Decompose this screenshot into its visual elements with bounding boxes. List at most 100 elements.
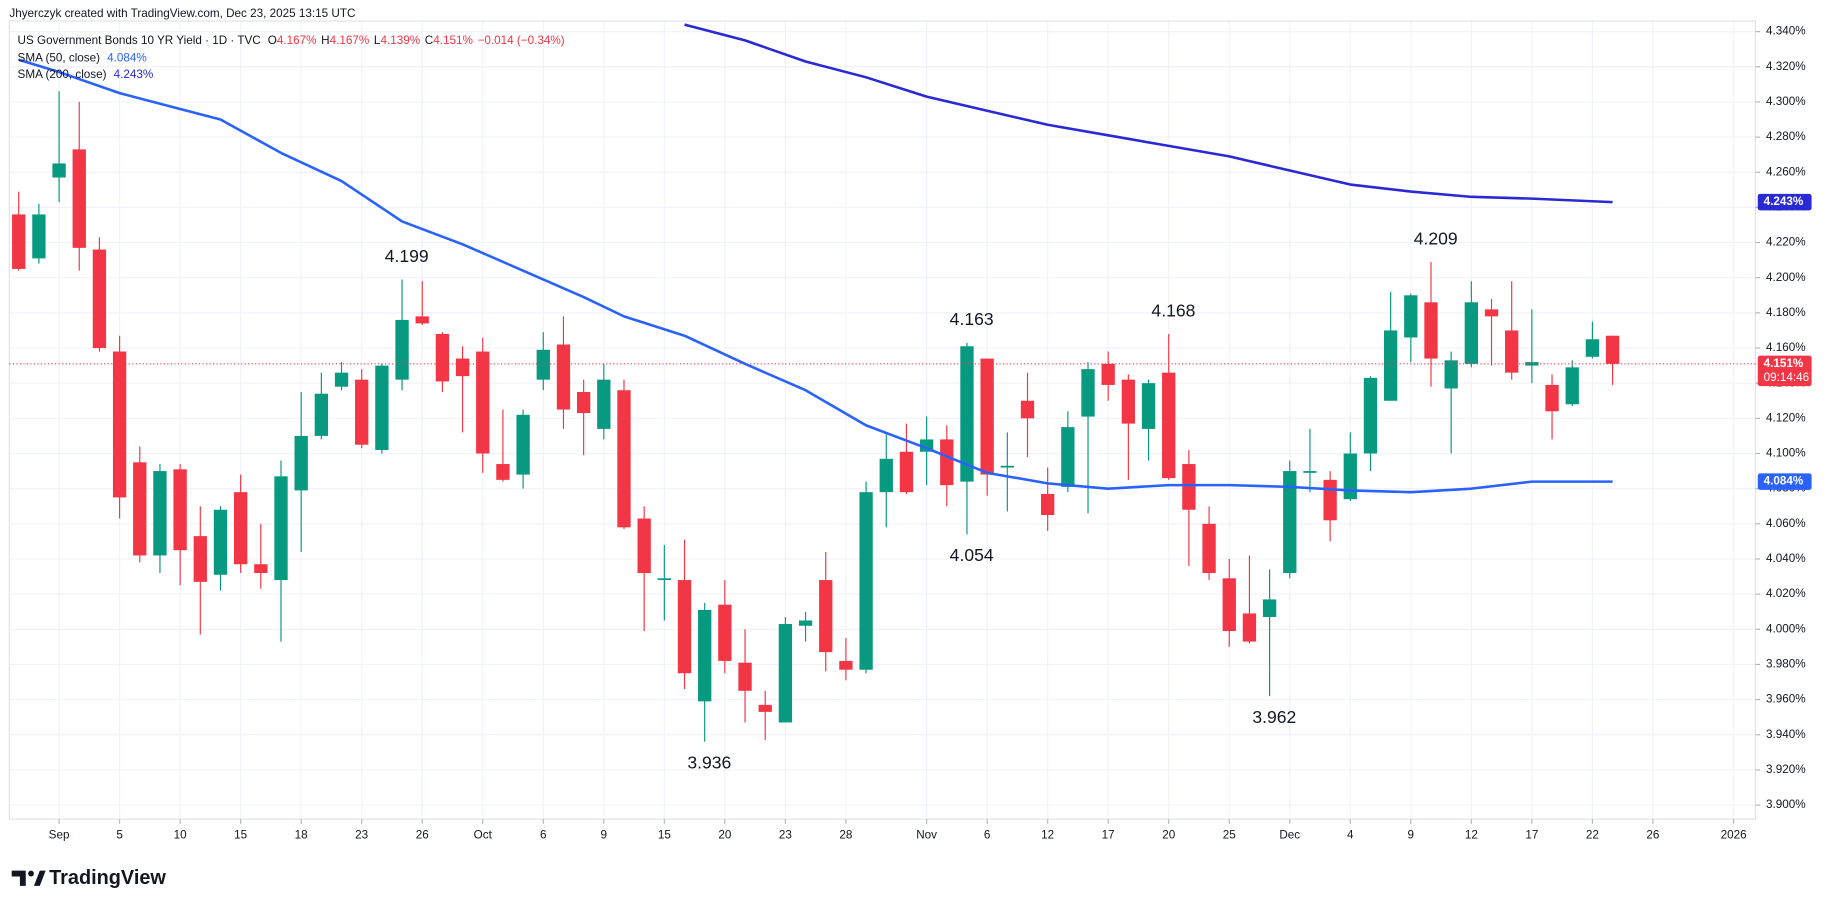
x-tick-label: 20	[1162, 829, 1176, 842]
candle-body	[1222, 578, 1236, 632]
candle-body	[1162, 372, 1176, 479]
annotation: 3.962	[1252, 707, 1296, 727]
candle-body	[112, 351, 127, 498]
legend-main: US Government Bonds 10 YR Yield · 1D · T…	[18, 34, 565, 47]
candle-body	[657, 578, 671, 581]
candle-body	[314, 393, 329, 436]
x-tick-label: Dec	[1279, 829, 1300, 842]
candle-body	[1363, 377, 1378, 454]
y-tick-label: 3.960%	[1766, 693, 1806, 706]
overlay: 3.900% 3.920% 3.940% 3.960% 3.980% 4.000% 4.02…	[9, 25, 1812, 842]
legend-key: O	[268, 34, 277, 47]
legend-value: 4.167%	[277, 34, 317, 47]
x-tick-label: 18	[295, 829, 308, 842]
x-tick-label: 9	[601, 829, 608, 842]
candle-body	[516, 414, 530, 475]
y-tick-label: 4.320%	[1766, 60, 1806, 73]
legend-key: C	[425, 34, 433, 47]
candle-body	[294, 435, 308, 491]
candle-body	[1303, 471, 1317, 473]
price-tag	[1757, 355, 1812, 387]
y-tick-label: 4.260%	[1766, 165, 1806, 178]
annotation: 3.936	[687, 753, 731, 773]
brand: TradingView	[49, 867, 166, 889]
candle-body	[72, 149, 86, 248]
candle-body	[1081, 369, 1095, 417]
candle-body	[1545, 384, 1559, 412]
candle-body	[213, 509, 228, 575]
candle-body	[1262, 599, 1277, 617]
y-tick-label: 4.300%	[1766, 95, 1806, 108]
x-tick-label: 25	[1223, 829, 1237, 842]
legend-series-value: 4.243%	[114, 68, 154, 81]
price-tag-countdown: 09:14:46	[1764, 371, 1810, 384]
legend-series-name: SMA (50, close)	[18, 52, 101, 65]
brand-logo	[11, 870, 46, 886]
candle-body	[193, 536, 207, 582]
x-tick-label: 10	[174, 829, 188, 842]
candle-body	[1565, 367, 1579, 405]
candle-body	[1444, 360, 1458, 389]
candle-body	[1383, 330, 1398, 401]
legend-series-value: 4.084%	[107, 52, 147, 65]
legend-sma200: SMA (200, close) 4.243%	[18, 68, 154, 81]
candle-body	[133, 462, 147, 556]
candle-body	[1041, 493, 1055, 516]
candle-body	[1020, 400, 1035, 419]
annotation: 4.168	[1151, 300, 1195, 320]
y-tick-label: 4.160%	[1766, 341, 1806, 354]
candle-body	[617, 390, 631, 528]
candle-body	[899, 451, 914, 493]
logo-dot	[28, 870, 34, 877]
candle-body	[960, 346, 974, 482]
candle-body	[1585, 339, 1600, 357]
y-tick-label: 4.220%	[1766, 236, 1806, 249]
candle-body	[233, 492, 248, 565]
x-tick-label: 12	[1465, 829, 1478, 842]
y-tick-label: 4.340%	[1766, 25, 1806, 38]
candle-body	[455, 358, 470, 377]
candle-body	[1464, 302, 1479, 364]
candle-body	[1505, 330, 1519, 373]
y-tick-label: 4.000%	[1766, 622, 1806, 635]
y-tick-label: 3.900%	[1766, 798, 1806, 811]
x-tick-label: 17	[1525, 829, 1538, 842]
price-tag-label: 4.151%	[1764, 357, 1804, 370]
candle-body	[839, 660, 853, 670]
x-tick-label: 23	[779, 829, 792, 842]
candle-body	[1101, 363, 1115, 385]
candle-body	[1323, 479, 1337, 521]
y-tick-label: 4.100%	[1766, 447, 1806, 460]
candle-body	[1605, 335, 1620, 364]
price-tag-label: 4.084%	[1764, 475, 1804, 488]
candle-body	[718, 604, 732, 661]
candle-body	[1484, 309, 1499, 317]
candle-body	[1424, 302, 1438, 359]
y-tick-label: 4.280%	[1766, 130, 1806, 143]
x-tick-label: 6	[984, 829, 991, 842]
candle-body	[698, 609, 712, 702]
legend-change: −0.014 (−0.34%)	[478, 34, 565, 47]
candle-body	[1182, 464, 1196, 510]
candle-body	[153, 471, 167, 556]
price-tag	[1757, 473, 1812, 490]
grid	[9, 21, 1756, 820]
candle-body	[12, 214, 26, 269]
x-tick-label: 20	[718, 829, 732, 842]
x-tick-label: Sep	[49, 829, 70, 842]
candle-body	[879, 458, 893, 493]
candle-body	[395, 319, 409, 380]
legend-symbol: US Government Bonds 10 YR Yield · 1D · T…	[18, 34, 261, 47]
plot-frame	[8, 20, 1757, 820]
candle-body	[597, 379, 611, 429]
y-tick-label: 3.920%	[1766, 763, 1806, 776]
x-tick-label: 6	[540, 829, 547, 842]
candle-body	[1202, 523, 1216, 574]
sma-line	[18, 58, 1613, 494]
candle-body	[92, 249, 107, 349]
candle-body	[415, 316, 429, 324]
logo-mark	[11, 870, 26, 886]
candle-body	[1141, 383, 1156, 429]
